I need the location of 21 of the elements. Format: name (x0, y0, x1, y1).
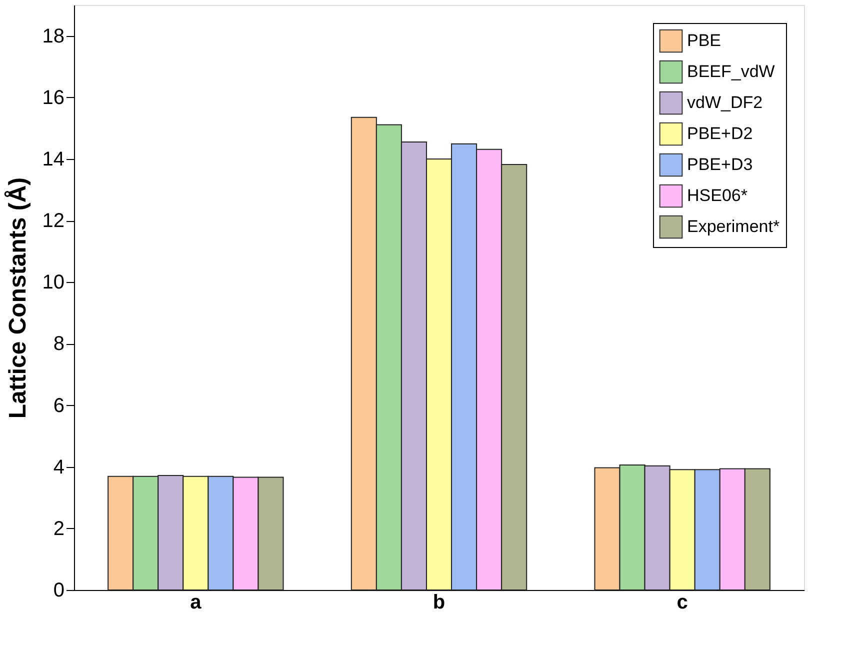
y-axis-title: Lattice Constants (Å) (3, 177, 32, 419)
y-tick-label: 8 (53, 333, 64, 356)
y-tick-label: 18 (42, 25, 64, 48)
y-tick-label: 10 (42, 272, 64, 294)
x-tick-label: a (190, 592, 202, 614)
legend-label: HSE06* (687, 186, 748, 205)
legend-label: vdW_DF2 (687, 93, 763, 112)
x-tick-label: b (432, 592, 446, 614)
x-tick-label: c (676, 592, 688, 614)
y-tick-label: 14 (42, 148, 64, 170)
y-tick-label: 0 (53, 580, 64, 602)
legend-label: PBE+D3 (687, 155, 753, 174)
y-tick-label: 6 (53, 394, 64, 417)
y-tick-label: 2 (53, 518, 64, 540)
y-tick-label: 12 (42, 210, 64, 232)
legend-label: BEEF_vdW (687, 62, 775, 81)
legend-label: PBE (687, 31, 722, 50)
legend-label: PBE+D2 (687, 124, 753, 143)
y-tick-label: 16 (42, 86, 64, 109)
legend-label: Experiment* (687, 217, 780, 236)
y-tick-label: 4 (53, 456, 64, 478)
